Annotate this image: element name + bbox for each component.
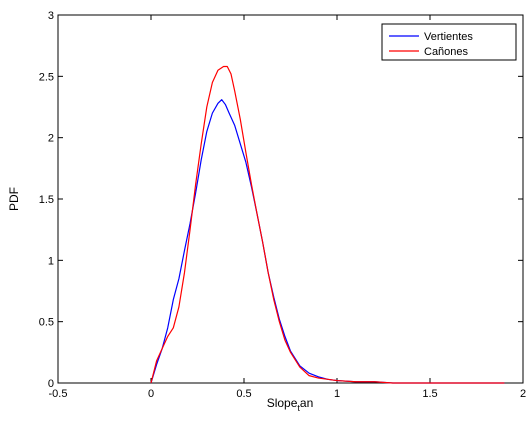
x-axis-ticks: -0.5 0 0.5 1 1.5 2 — [49, 15, 526, 400]
y-tick-label: 1.5 — [39, 194, 54, 206]
y-tick-label: 0.5 — [39, 317, 54, 329]
y-axis-ticks: 0 0.5 1 1.5 2 2.5 3 — [39, 10, 523, 390]
series-layer — [150, 65, 505, 384]
legend-label-vertientes: Vertientes — [424, 31, 473, 43]
x-tick-label: 1.5 — [422, 388, 437, 400]
x-tick-label: 2 — [520, 388, 526, 400]
series-line-canones — [150, 65, 505, 384]
x-tick-label: 0.5 — [236, 388, 251, 400]
y-tick-label: 2.5 — [39, 71, 54, 83]
legend: Vertientes Cañones — [381, 23, 517, 61]
x-tick-label: -0.5 — [49, 388, 68, 400]
plot-area — [57, 14, 524, 384]
y-tick-label: 0 — [48, 378, 54, 390]
legend-label-canones: Cañones — [424, 46, 469, 58]
y-tick-label: 3 — [48, 10, 54, 22]
x-tick-label: 1 — [334, 388, 340, 400]
y-tick-label: 2 — [48, 133, 54, 145]
legend-box — [381, 23, 517, 61]
x-axis-label: Slopetan — [267, 396, 314, 413]
y-tick-label: 1 — [48, 255, 54, 267]
y-axis-label: PDF — [7, 187, 21, 211]
x-tick-label: 0 — [148, 388, 154, 400]
